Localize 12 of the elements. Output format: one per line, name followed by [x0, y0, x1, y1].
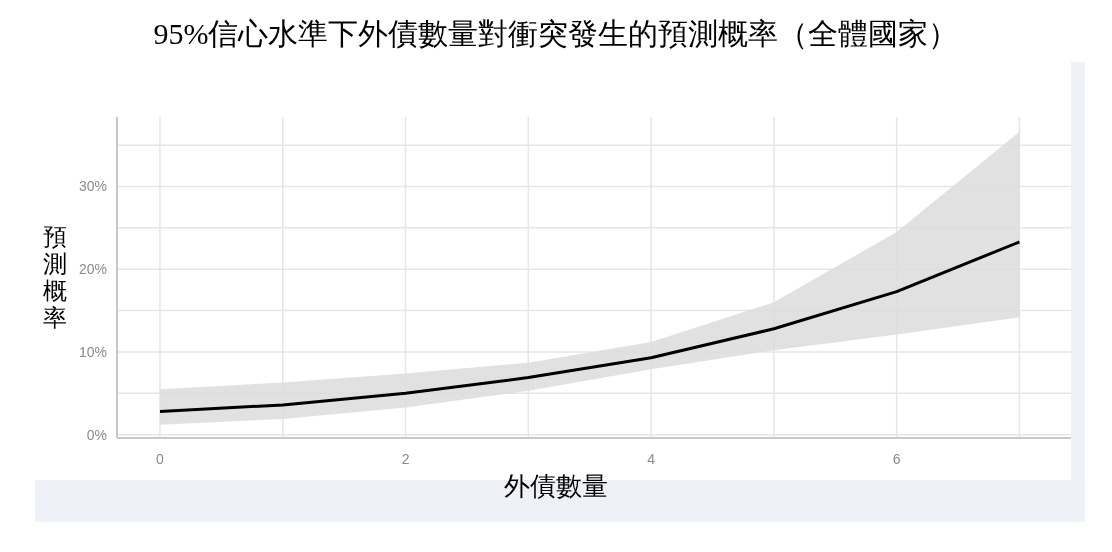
y-tick-label: 20%: [78, 261, 107, 278]
y-tick-label: 0%: [86, 426, 107, 443]
line-series: [158, 240, 1021, 414]
x-axis-title: 外債數量: [504, 472, 608, 501]
y-tick-label: 30%: [78, 178, 107, 195]
x-tick-label: 6: [892, 451, 901, 467]
x-tick-label: 2: [401, 451, 410, 467]
y-tick-label: 10%: [78, 343, 107, 360]
chart-title: 95%信心水準下外債數量對衝突發生的預測概率（全體國家）: [153, 17, 959, 50]
x-tick-label: 4: [647, 451, 656, 467]
y-axis-title: 預測概率: [43, 224, 67, 331]
x-tick-label: 0: [156, 451, 165, 467]
